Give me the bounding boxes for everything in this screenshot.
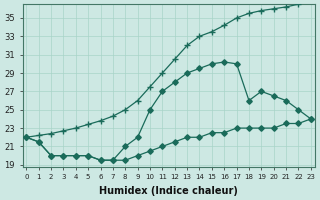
X-axis label: Humidex (Indice chaleur): Humidex (Indice chaleur) bbox=[99, 186, 238, 196]
